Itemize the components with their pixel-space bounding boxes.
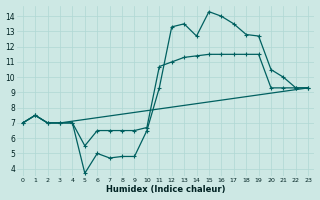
X-axis label: Humidex (Indice chaleur): Humidex (Indice chaleur) xyxy=(106,185,225,194)
